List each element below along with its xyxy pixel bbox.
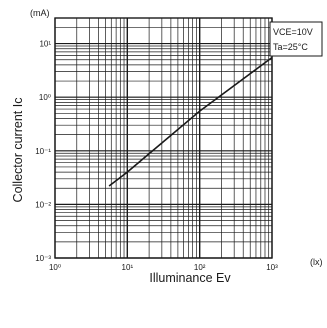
y-unit-label: (mA) bbox=[30, 8, 50, 18]
series-line bbox=[108, 56, 273, 187]
y-tick-label: 10⁻³ bbox=[35, 254, 51, 263]
legend-box: VCE=10V Ta=25°C bbox=[269, 21, 323, 57]
legend-ta: Ta=25°C bbox=[273, 42, 308, 52]
x-tick-label: 10³ bbox=[266, 263, 278, 272]
x-unit-label: (lx) bbox=[310, 257, 323, 267]
y-tick-label: 10⁻² bbox=[35, 200, 51, 209]
x-axis-title: Illuminance Ev bbox=[149, 271, 231, 285]
plot-frame bbox=[54, 17, 273, 259]
y-tick-label: 10¹ bbox=[39, 40, 51, 49]
legend-vce: VCE=10V bbox=[273, 27, 313, 37]
x-tick-label: 10¹ bbox=[122, 263, 134, 272]
y-tick-label: 10⁻¹ bbox=[35, 147, 51, 156]
y-axis-title: Collector current Ic bbox=[11, 98, 25, 203]
y-tick-label: 10⁰ bbox=[39, 93, 51, 102]
x-tick-label: 10⁰ bbox=[49, 263, 61, 272]
x-tick-label: 10² bbox=[194, 263, 206, 272]
